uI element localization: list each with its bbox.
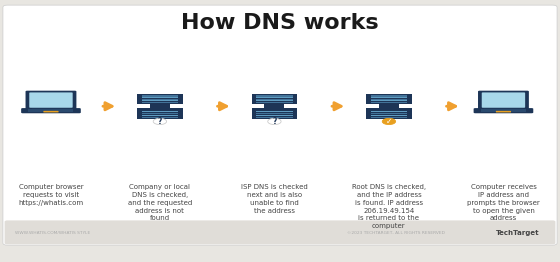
- Text: ?: ?: [272, 117, 277, 126]
- FancyBboxPatch shape: [29, 109, 73, 110]
- FancyBboxPatch shape: [482, 92, 525, 108]
- FancyBboxPatch shape: [142, 97, 178, 98]
- FancyBboxPatch shape: [142, 95, 178, 96]
- FancyBboxPatch shape: [371, 111, 407, 112]
- FancyBboxPatch shape: [379, 104, 399, 108]
- FancyBboxPatch shape: [371, 99, 407, 100]
- FancyBboxPatch shape: [3, 5, 557, 245]
- FancyBboxPatch shape: [29, 110, 73, 111]
- Text: WWW.WHATIS.COM/WHATIS STYLE: WWW.WHATIS.COM/WHATIS STYLE: [15, 231, 90, 235]
- Text: ©2023 TECHTARGET, ALL RIGHTS RESERVED: ©2023 TECHTARGET, ALL RIGHTS RESERVED: [347, 231, 445, 235]
- FancyBboxPatch shape: [256, 115, 293, 116]
- FancyBboxPatch shape: [150, 104, 170, 108]
- FancyBboxPatch shape: [142, 102, 178, 103]
- Circle shape: [382, 118, 395, 125]
- FancyBboxPatch shape: [137, 94, 183, 104]
- FancyBboxPatch shape: [366, 94, 412, 104]
- FancyBboxPatch shape: [481, 109, 526, 110]
- FancyBboxPatch shape: [371, 113, 407, 114]
- Text: Root DNS is checked,
and the IP address
is found. IP address
206.19.49.154
is re: Root DNS is checked, and the IP address …: [352, 184, 426, 229]
- FancyBboxPatch shape: [142, 113, 178, 114]
- FancyBboxPatch shape: [29, 111, 73, 112]
- FancyBboxPatch shape: [43, 111, 59, 112]
- FancyBboxPatch shape: [371, 97, 407, 98]
- FancyBboxPatch shape: [371, 115, 407, 116]
- Circle shape: [268, 118, 281, 125]
- Text: ISP DNS is checked
next and is also
unable to find
the address: ISP DNS is checked next and is also unab…: [241, 184, 308, 214]
- FancyBboxPatch shape: [251, 94, 297, 104]
- FancyBboxPatch shape: [264, 104, 284, 108]
- FancyBboxPatch shape: [256, 99, 293, 100]
- FancyBboxPatch shape: [256, 113, 293, 114]
- FancyBboxPatch shape: [142, 115, 178, 116]
- FancyBboxPatch shape: [251, 108, 297, 119]
- FancyBboxPatch shape: [29, 92, 73, 108]
- FancyBboxPatch shape: [256, 100, 293, 101]
- Text: Computer browser
requests to visit
https://whatis.com: Computer browser requests to visit https…: [18, 184, 83, 206]
- FancyBboxPatch shape: [256, 111, 293, 112]
- FancyBboxPatch shape: [478, 91, 529, 110]
- FancyBboxPatch shape: [142, 99, 178, 100]
- FancyBboxPatch shape: [142, 100, 178, 101]
- FancyBboxPatch shape: [142, 117, 178, 118]
- FancyBboxPatch shape: [371, 95, 407, 96]
- FancyBboxPatch shape: [26, 91, 76, 110]
- Text: ?: ?: [158, 117, 162, 126]
- Text: ✓: ✓: [386, 117, 392, 126]
- FancyBboxPatch shape: [4, 220, 556, 244]
- FancyBboxPatch shape: [137, 108, 183, 119]
- FancyBboxPatch shape: [371, 100, 407, 101]
- FancyBboxPatch shape: [474, 108, 533, 113]
- FancyBboxPatch shape: [21, 108, 81, 113]
- FancyBboxPatch shape: [142, 111, 178, 112]
- Circle shape: [153, 118, 166, 125]
- FancyBboxPatch shape: [496, 111, 511, 112]
- FancyBboxPatch shape: [256, 95, 293, 96]
- FancyBboxPatch shape: [371, 102, 407, 103]
- FancyBboxPatch shape: [256, 97, 293, 98]
- Text: Computer receives
IP address and
prompts the browser
to open the given
address: Computer receives IP address and prompts…: [467, 184, 540, 221]
- Text: Company or local
DNS is checked,
and the requested
address is not
found: Company or local DNS is checked, and the…: [128, 184, 192, 221]
- FancyBboxPatch shape: [256, 102, 293, 103]
- FancyBboxPatch shape: [481, 111, 526, 112]
- FancyBboxPatch shape: [371, 117, 407, 118]
- FancyBboxPatch shape: [481, 110, 526, 111]
- FancyBboxPatch shape: [366, 108, 412, 119]
- FancyBboxPatch shape: [256, 117, 293, 118]
- Text: How DNS works: How DNS works: [181, 13, 379, 33]
- Text: TechTarget: TechTarget: [496, 230, 540, 236]
